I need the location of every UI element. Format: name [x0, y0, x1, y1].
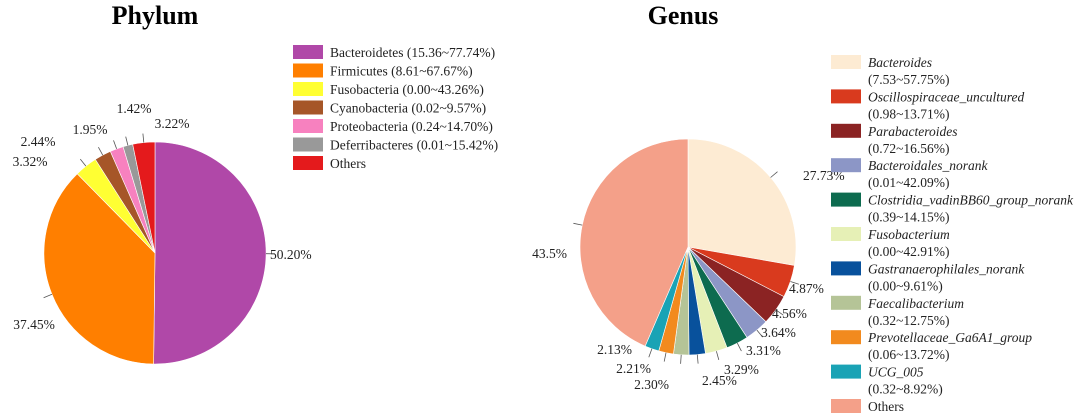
slice-label-cyanobacteria: 2.44%	[21, 134, 56, 149]
slice-label-prevotellaceae-ga6a1-group: 2.21%	[616, 361, 651, 376]
legend-swatch-oscillospiraceae-uncultured	[831, 89, 861, 104]
legend-swatch-bacteroidetes	[293, 45, 323, 59]
leader-line-proteobacteria	[113, 140, 117, 149]
legend-swatch-cyanobacteria	[293, 100, 323, 115]
legend-swatch-bacteroidales-norank	[831, 158, 861, 173]
legend-label-fusobacterium: Fusobacterium	[867, 227, 950, 242]
legend-swatch-gastranaerophilales-norank	[831, 261, 861, 276]
leader-line-others	[573, 222, 583, 226]
genus-legend: Bacteroides (7.53~57.75%) Oscillospiraceae…	[831, 55, 1074, 414]
phylum-title: Phylum	[112, 1, 199, 30]
genus-slices	[579, 138, 797, 356]
legend-label-cyanobacteria: Cyanobacteria (0.02~9.57%)	[330, 101, 486, 116]
slice-label-gastranaerophilales-norank: 2.45%	[702, 373, 737, 388]
slice-label-firmicutes: 37.45%	[13, 317, 55, 332]
legend-label-proteobacteria: Proteobacteria (0.24~14.70%)	[330, 119, 493, 134]
slice-label-others: 43.5%	[532, 246, 567, 261]
leader-line-faecalibacterium	[680, 354, 682, 364]
legend-swatch-faecalibacterium	[831, 295, 861, 310]
leader-line-clostridia-vadinbb60-group-norank	[736, 342, 742, 352]
legend-label-bacteroidetes: Bacteroidetes (15.36~77.74%)	[330, 45, 495, 60]
leader-line-fusobacteria	[79, 158, 87, 167]
genus-slice-labels: 27.73%4.87%4.56%3.64%3.31%3.29%2.45%2.30…	[532, 168, 845, 392]
legend-label-clostridia-vadinbb60-group-norank: Clostridia_vadinBB60_group_norank	[868, 193, 1074, 208]
legend-range-bacteroidales-norank: (0.01~42.09%)	[868, 175, 950, 190]
leader-line-firmicutes	[43, 293, 53, 299]
slice-label-deferribacteres: 1.42%	[117, 101, 152, 116]
slice-label-clostridia-vadinbb60-group-norank: 3.31%	[746, 343, 781, 358]
slice-others	[579, 138, 689, 347]
legend-label-faecalibacterium: Faecalibacterium	[867, 296, 964, 311]
legend-swatch-prevotellaceae-ga6a1-group	[831, 330, 861, 345]
leader-line-prevotellaceae-ga6a1-group	[663, 352, 667, 362]
legend-swatch-fusobacteria	[293, 82, 323, 96]
legend-swatch-fusobacterium	[831, 227, 861, 241]
legend-range-clostridia-vadinbb60-group-norank: (0.39~14.15%)	[868, 210, 950, 225]
phylum-chart: Phylum 50.20% 37.45% 3.32% 2.44% 1.95% 1.42%3…	[13, 1, 498, 365]
legend-label-deferribacteres: Deferribacteres (0.01~15.42%)	[330, 138, 498, 153]
legend-swatch-ucg-005	[831, 364, 861, 379]
legend-swatch-firmicutes	[293, 63, 323, 78]
leader-line-bacteroidales-norank	[756, 329, 764, 338]
legend-label-others: Others	[330, 156, 366, 171]
legend-range-prevotellaceae-ga6a1-group: (0.06~13.72%)	[868, 347, 950, 362]
leader-line-ucg-005	[648, 348, 653, 358]
legend-label-firmicutes: Firmicutes (8.61~67.67%)	[330, 64, 473, 79]
phylum-slice-labels: 50.20% 37.45% 3.32% 2.44% 1.95% 1.42%3.22%	[13, 101, 312, 332]
leader-line-oscillospiraceae-uncultured	[790, 281, 800, 285]
leader-line-bacteroides	[770, 171, 778, 178]
legend-range-fusobacterium: (0.00~42.91%)	[868, 244, 950, 259]
leader-line-fusobacterium	[716, 351, 720, 361]
legend-range-faecalibacterium: (0.32~12.75%)	[868, 313, 950, 328]
slice-label-bacteroidetes: 50.20%	[270, 247, 312, 262]
slice-label-bacteroidales-norank: 3.64%	[761, 325, 796, 340]
leader-line-parabacteroides	[775, 309, 784, 316]
legend-label-bacteroidales-norank: Bacteroidales_norank	[868, 158, 988, 173]
genus-chart: Genus 27.73%4.87%4.56%3.64%3.31%3.29%2.4…	[532, 1, 1074, 414]
legend-label-oscillospiraceae-uncultured: Oscillospiraceae_uncultured	[868, 89, 1024, 104]
slice-label-fusobacteria: 3.32%	[13, 154, 48, 169]
legend-swatch-others	[831, 399, 861, 413]
legend-range-bacteroides: (7.53~57.75%)	[868, 72, 950, 87]
slice-bacteroidetes	[153, 141, 267, 365]
slice-label-faecalibacterium: 2.30%	[634, 377, 669, 392]
legend-range-oscillospiraceae-uncultured: (0.98~13.71%)	[868, 106, 950, 121]
legend-swatch-others	[293, 156, 323, 170]
legend-swatch-clostridia-vadinbb60-group-norank	[831, 192, 861, 207]
legend-range-ucg-005: (0.32~8.92%)	[868, 382, 943, 397]
legend-label-gastranaerophilales-norank: Gastranaerophilales_norank	[868, 261, 1025, 276]
slice-bacteroides	[687, 138, 797, 266]
legend-label-ucg-005: UCG_005	[868, 365, 924, 380]
legend-range-parabacteroides: (0.72~16.56%)	[868, 141, 950, 156]
legend-swatch-bacteroides	[831, 55, 861, 69]
legend-label-parabacteroides: Parabacteroides	[867, 124, 957, 139]
leader-line-cyanobacteria	[98, 147, 104, 156]
slice-label-ucg-005: 2.13%	[597, 342, 632, 357]
legend-label-others: Others	[868, 399, 904, 414]
phylum-slices	[43, 141, 267, 365]
legend-range-gastranaerophilales-norank: (0.00~9.61%)	[868, 278, 943, 293]
legend-swatch-deferribacteres	[293, 137, 323, 152]
legend-swatch-parabacteroides	[831, 123, 861, 138]
legend-swatch-proteobacteria	[293, 119, 323, 133]
phylum-legend: Bacteroidetes (15.36~77.74%) Firmicutes (…	[293, 45, 498, 171]
legend-label-bacteroides: Bacteroides	[868, 55, 932, 70]
legend-label-prevotellaceae-ga6a1-group: Prevotellaceae_Ga6A1_group	[867, 330, 1032, 345]
genus-title: Genus	[648, 1, 719, 30]
slice-label-oscillospiraceae-uncultured: 4.87%	[789, 281, 824, 296]
slice-label-others: 3.22%	[155, 116, 190, 131]
leader-line-gastranaerophilales-norank	[696, 354, 699, 364]
slice-label-fusobacterium: 3.29%	[724, 362, 759, 377]
slice-label-parabacteroides: 4.56%	[772, 306, 807, 321]
slice-label-proteobacteria: 1.95%	[73, 122, 108, 137]
leader-line-others	[142, 133, 145, 143]
leader-line-deferribacteres	[125, 136, 129, 146]
legend-label-fusobacteria: Fusobacteria (0.00~43.26%)	[330, 82, 484, 97]
